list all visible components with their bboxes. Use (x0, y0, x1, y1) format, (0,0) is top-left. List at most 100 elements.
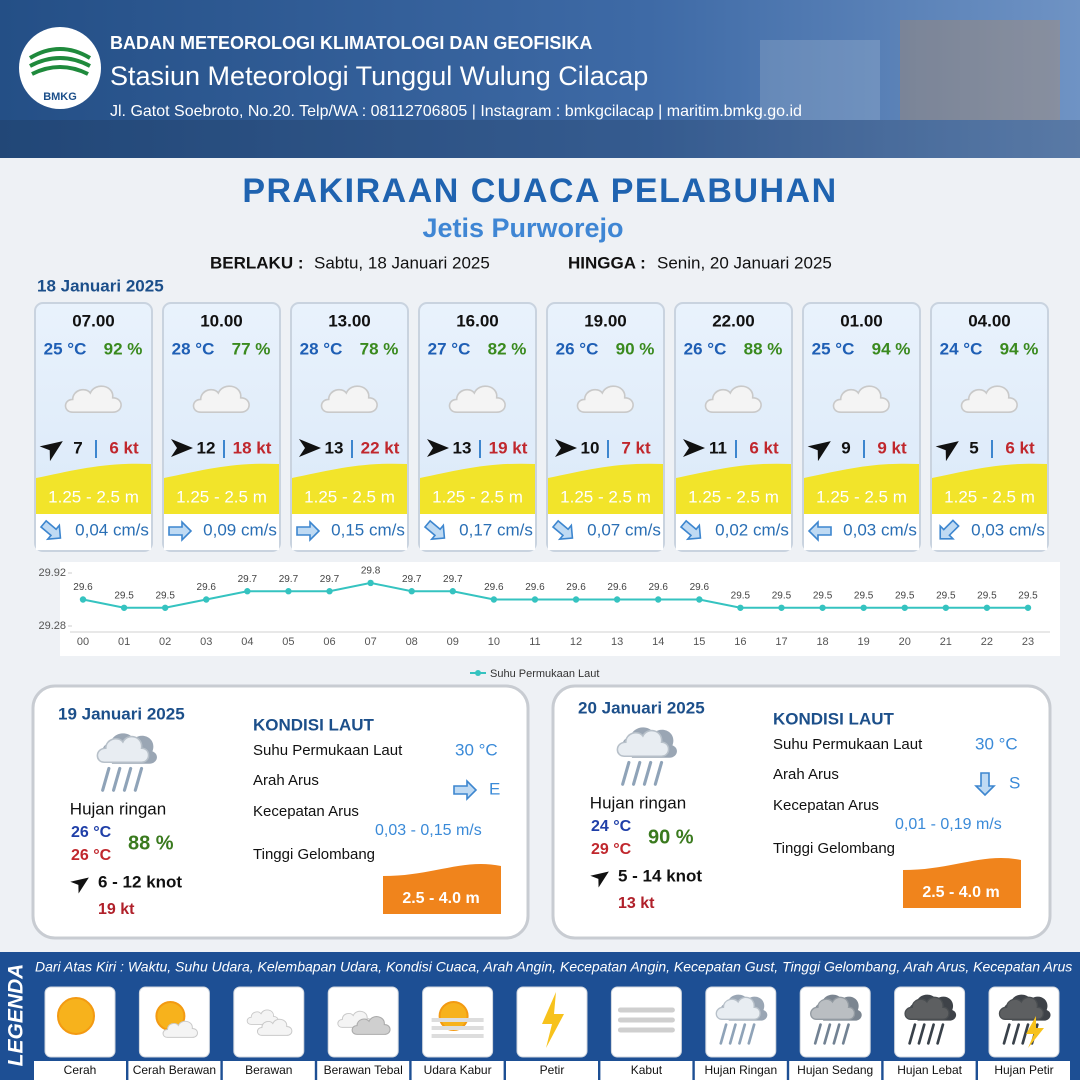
icon-bolt (1026, 1016, 1044, 1048)
x-tick-label: 00 (77, 636, 89, 648)
x-tick-label: 23 (1022, 636, 1034, 648)
data-point (696, 596, 703, 603)
speed-label: Kecepatan Arus (773, 797, 879, 814)
wind-range: 5 - 14 knot (618, 866, 702, 885)
data-point (572, 596, 580, 603)
data-label: 29.6 (607, 582, 627, 593)
wave-height: 1.25 - 2.5 m (944, 487, 1035, 506)
legend-label-box (128, 1061, 221, 1080)
validity-to: Senin, 20 Januari 2025 (657, 253, 832, 272)
data-label: 29.5 (936, 590, 956, 601)
x-tick-label: 03 (200, 636, 212, 648)
header-background (0, 0, 1080, 158)
day-summary: 19 Januari 2025 Hujan ringan 26 °C 26 °C 88 … (58, 704, 501, 918)
current-speed: 0,02 cm/s (715, 520, 789, 539)
legend-description: Dari Atas Kiri : Waktu, Suhu Udara, Kele… (35, 959, 1072, 975)
x-tick-label: 04 (241, 636, 253, 648)
gust: 13 kt (618, 895, 655, 912)
x-tick-label: 20 (899, 636, 911, 648)
current-speed: 0,17 cm/s (459, 520, 533, 539)
forecast-card: 07.00 25 °C 92 % 7 6 kt 1.25 - 2.5 m 0,04 cm/s (34, 302, 153, 552)
data-point (367, 579, 374, 587)
wind-speed: 13 (325, 438, 344, 457)
wave-shape (903, 857, 1021, 908)
legend-label-box (600, 1061, 693, 1080)
legend-item-label: Petir (540, 1063, 565, 1077)
humidity: 82 % (488, 339, 527, 358)
sst-label: Suhu Permukaan Laut (253, 742, 403, 759)
gust-speed: 6 kt (109, 438, 139, 457)
wind-speed: 10 (581, 438, 600, 457)
humidity: 92 % (104, 339, 143, 358)
wave-band (164, 463, 279, 514)
data-point (983, 604, 991, 611)
legend-label-box (222, 1061, 315, 1080)
gust-speed: 9 kt (877, 438, 907, 457)
speed-value: 0,01 - 0,19 m/s (895, 816, 1002, 833)
wave-band (36, 463, 151, 514)
current-speed: 0,07 cm/s (587, 520, 661, 539)
data-point (285, 588, 292, 595)
humidity: 94 % (1000, 339, 1039, 358)
wind-speed: 12 (197, 438, 216, 457)
time: 07.00 (72, 311, 115, 330)
legend-item: Hujan Sedang (789, 986, 882, 1080)
wave-height: 1.25 - 2.5 m (176, 487, 267, 506)
validity-from-label: BERLAKU : (210, 253, 304, 272)
forecast-card: 04.00 24 °C 94 % 5 6 kt 1.25 - 2.5 m 0,03 cm/s (930, 302, 1049, 552)
direction-label: Arah Arus (253, 772, 319, 789)
speed-label: Kecepatan Arus (253, 803, 359, 820)
data-label: 29.6 (525, 582, 545, 593)
data-label: 29.5 (854, 590, 874, 601)
legend-item-label: Hujan Lebat (897, 1063, 962, 1077)
direction-value: E (489, 779, 500, 798)
org-name: BADAN METEOROLOGI KLIMATOLOGI DAN GEOFIS… (110, 33, 592, 53)
speed-value: 0,03 - 0,15 m/s (375, 822, 482, 839)
y-tick-label: 29.28 (38, 620, 66, 632)
legend-label-box (506, 1061, 598, 1080)
data-point (490, 596, 498, 603)
wind-speed: 7 (73, 438, 82, 457)
data-label: 29.6 (648, 582, 668, 593)
forecast-card: 16.00 27 °C 82 % 13 19 kt 1.25 - 2.5 m 0,17 cm… (418, 302, 537, 552)
data-label: 29.5 (895, 590, 915, 601)
data-point (326, 588, 333, 595)
data-point (449, 588, 456, 595)
icon-sun (57, 997, 95, 1035)
hourly-date: 18 Januari 2025 (37, 276, 164, 295)
sea-heading: KONDISI LAUT (253, 715, 375, 734)
legend-item: Hujan Petir (978, 986, 1070, 1080)
forecast-card: 10.00 28 °C 77 % 12 18 kt 1.25 - 2.5 m 0,09 cm… (162, 302, 281, 552)
title: PRAKIRAAN CUACA PELABUHAN (242, 172, 837, 210)
air-temperature: 28 °C (172, 339, 215, 358)
station-name: Stasiun Meteorologi Tunggul Wulung Cilac… (110, 61, 648, 91)
forecast-card: 22.00 26 °C 88 % 11 6 kt 1.25 - 2.5 m 0,02 cm/… (674, 302, 793, 552)
wind-range: 6 - 12 knot (98, 872, 182, 891)
data-label: 29.5 (731, 590, 751, 601)
data-label: 29.5 (155, 590, 175, 601)
legend-item: Udara Kabur (411, 986, 504, 1080)
x-tick-label: 14 (652, 636, 664, 648)
forecast-card: 13.00 28 °C 78 % 13 22 kt 1.25 - 2.5 m 0,15 cm… (290, 302, 409, 552)
gust-speed: 18 kt (233, 438, 272, 457)
air-temperature: 26 °C (556, 339, 599, 358)
wave-band (548, 463, 663, 514)
legend-label-box (978, 1061, 1070, 1080)
legend-item-label: Cerah (64, 1063, 97, 1077)
data-point (901, 604, 908, 611)
data-label: 29.6 (484, 582, 504, 593)
data-label: 29.7 (443, 574, 463, 585)
time: 13.00 (328, 311, 371, 330)
wave-height: 1.25 - 2.5 m (560, 487, 651, 506)
x-tick-label: 16 (734, 636, 746, 648)
data-label: 29.5 (772, 590, 792, 601)
x-tick-label: 21 (940, 636, 952, 648)
time: 01.00 (840, 311, 883, 330)
data-label: 29.6 (690, 582, 710, 593)
data-point (161, 604, 169, 611)
data-label: 29.5 (813, 590, 833, 601)
gust-speed: 22 kt (361, 438, 400, 457)
data-label: 29.7 (238, 574, 258, 585)
data-label: 29.5 (977, 590, 997, 601)
